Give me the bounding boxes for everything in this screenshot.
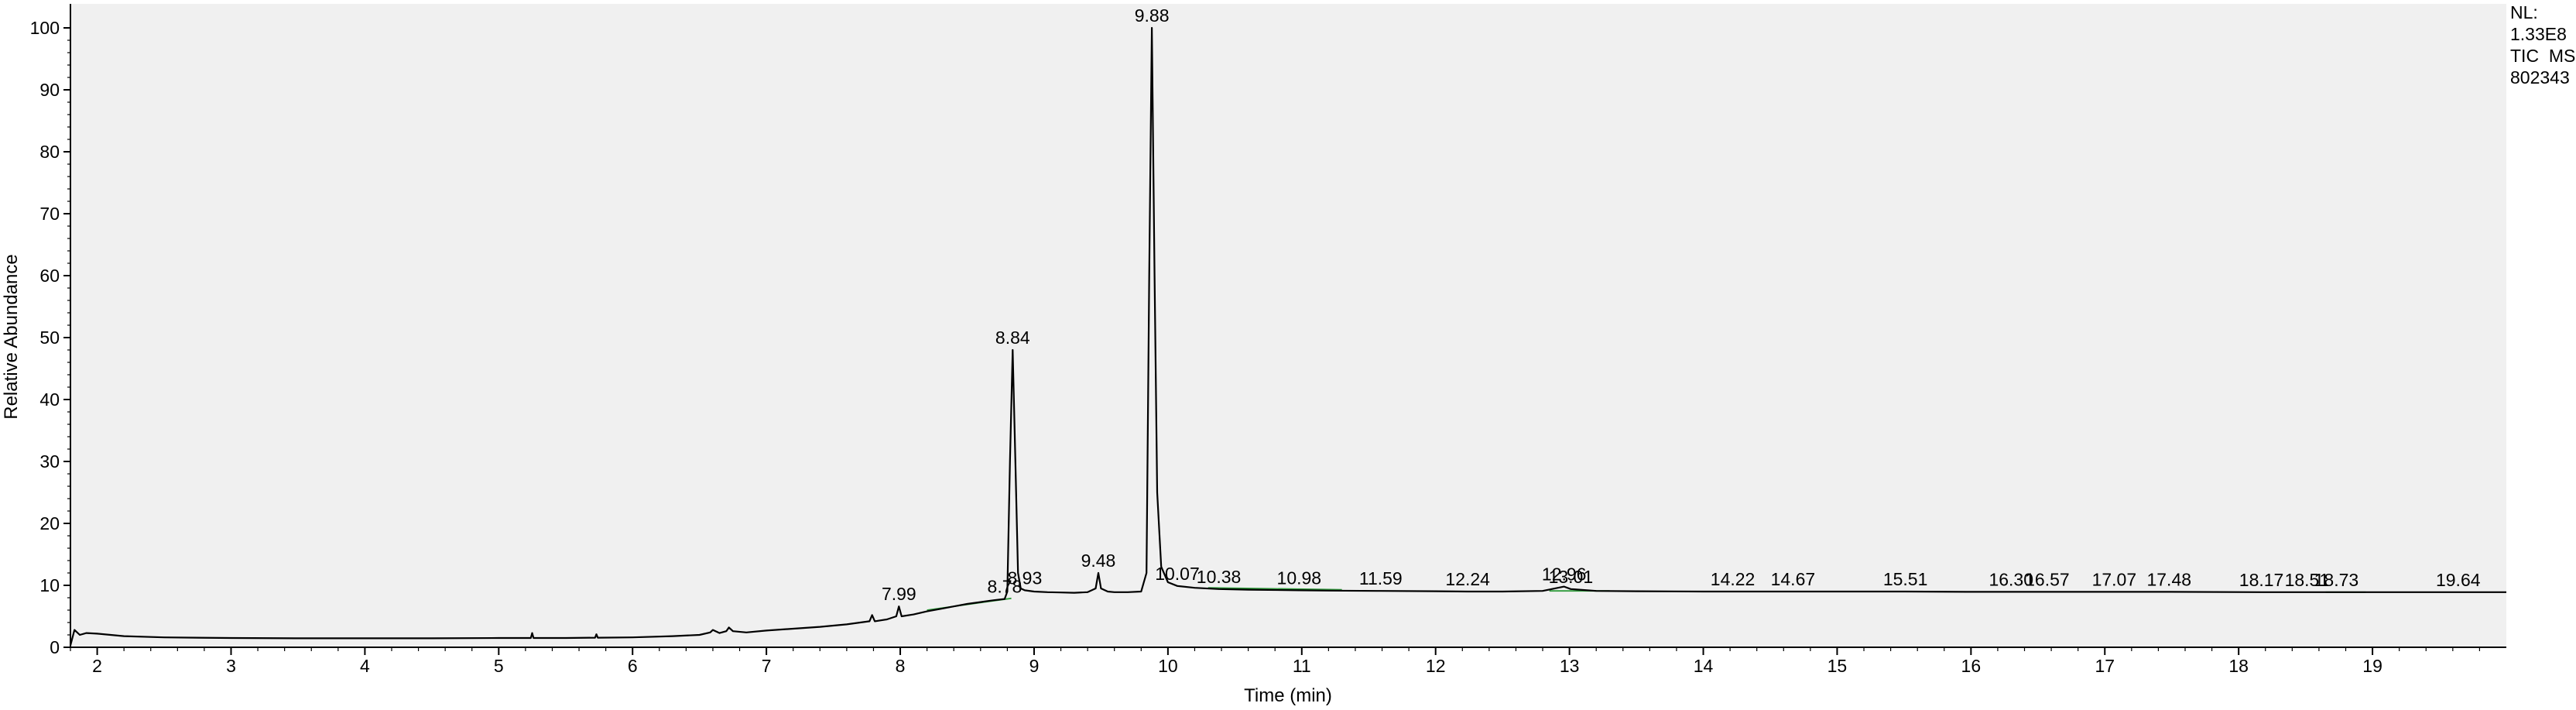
peak-label: 8.93 xyxy=(1007,568,1042,588)
x-tick-label: 17 xyxy=(2095,656,2115,676)
file-id: 802343 xyxy=(2510,67,2570,87)
y-tick-label: 0 xyxy=(50,637,60,657)
x-tick-label: 9 xyxy=(1029,656,1040,676)
peak-label: 12.96 xyxy=(1542,564,1587,585)
nl-value: 1.33E8 xyxy=(2510,24,2567,44)
trace-label: TIC MS xyxy=(2510,46,2575,66)
y-tick-label: 10 xyxy=(39,575,60,595)
peak-label: 7.99 xyxy=(882,584,916,604)
peak-label: 18.51 xyxy=(2285,570,2330,590)
peak-label: 11.59 xyxy=(1359,568,1403,588)
peak-label: 8.78 xyxy=(988,577,1023,597)
y-tick-label: 30 xyxy=(39,451,60,472)
axes: 0 10 20 30 40 50 60 70 80 90 100 2 3 4 5 6 7 8 9 10 11 12 13 14… xyxy=(30,4,2506,676)
x-tick-label: 14 xyxy=(1694,656,1714,676)
x-tick-label: 2 xyxy=(92,656,102,676)
x-tick-label: 15 xyxy=(1828,656,1848,676)
peak-label: 14.22 xyxy=(1711,569,1756,589)
peak-label: 14.67 xyxy=(1771,569,1816,589)
peak-label: 15.51 xyxy=(1883,569,1928,589)
x-tick-label: 18 xyxy=(2228,656,2249,676)
x-tick-label: 16 xyxy=(1961,656,1982,676)
nl-label: NL: xyxy=(2510,2,2538,22)
x-axis-label: Time (min) xyxy=(1244,685,1332,706)
tic-trace xyxy=(69,26,2506,646)
x-tick-label: 7 xyxy=(762,656,772,676)
x-tick-label: 13 xyxy=(1560,656,1580,676)
peak-label: 10.98 xyxy=(1277,568,1322,588)
peak-label: 16.57 xyxy=(2025,569,2070,589)
peak-label: 8.84 xyxy=(995,328,1030,348)
peak-label: 9.48 xyxy=(1081,551,1116,571)
y-tick-label: 100 xyxy=(30,18,60,38)
plot-area xyxy=(70,4,2506,647)
peak-label: 18.73 xyxy=(2314,570,2359,590)
peak-label: 10.38 xyxy=(1197,567,1242,587)
peak-label: 17.48 xyxy=(2146,569,2191,589)
y-axis-label: Relative Abundance xyxy=(1,254,22,420)
x-tick-label: 11 xyxy=(1293,656,1311,676)
y-tick-label: 60 xyxy=(39,266,60,286)
x-tick-label: 12 xyxy=(1426,656,1446,676)
peak-label: 16.30 xyxy=(1989,569,2033,589)
peak-label: 19.64 xyxy=(2436,570,2481,590)
y-tick-label: 80 xyxy=(39,142,60,162)
peak-label: 12.24 xyxy=(1445,569,1490,589)
y-tick-label: 20 xyxy=(39,513,60,533)
x-tick-label: 4 xyxy=(360,656,370,676)
peak-label: 13.01 xyxy=(1549,567,1594,587)
x-tick-label: 6 xyxy=(628,656,638,676)
peak-label: 9.88 xyxy=(1135,5,1170,26)
x-tick-label: 3 xyxy=(226,656,236,676)
baseline-segment xyxy=(1208,587,1342,591)
y-tick-label: 40 xyxy=(39,389,60,410)
x-tick-label: 5 xyxy=(494,656,504,676)
peak-label: 17.07 xyxy=(2092,569,2137,589)
y-tick-label: 70 xyxy=(39,204,60,224)
peak-label: 10.07 xyxy=(1155,564,1200,584)
y-tick-label: 90 xyxy=(39,80,60,100)
y-tick-label: 50 xyxy=(39,328,60,348)
x-tick-label: 19 xyxy=(2362,656,2382,676)
x-tick-label: 10 xyxy=(1158,656,1178,676)
x-tick-label: 8 xyxy=(896,656,906,676)
peak-label: 18.17 xyxy=(2239,570,2284,590)
